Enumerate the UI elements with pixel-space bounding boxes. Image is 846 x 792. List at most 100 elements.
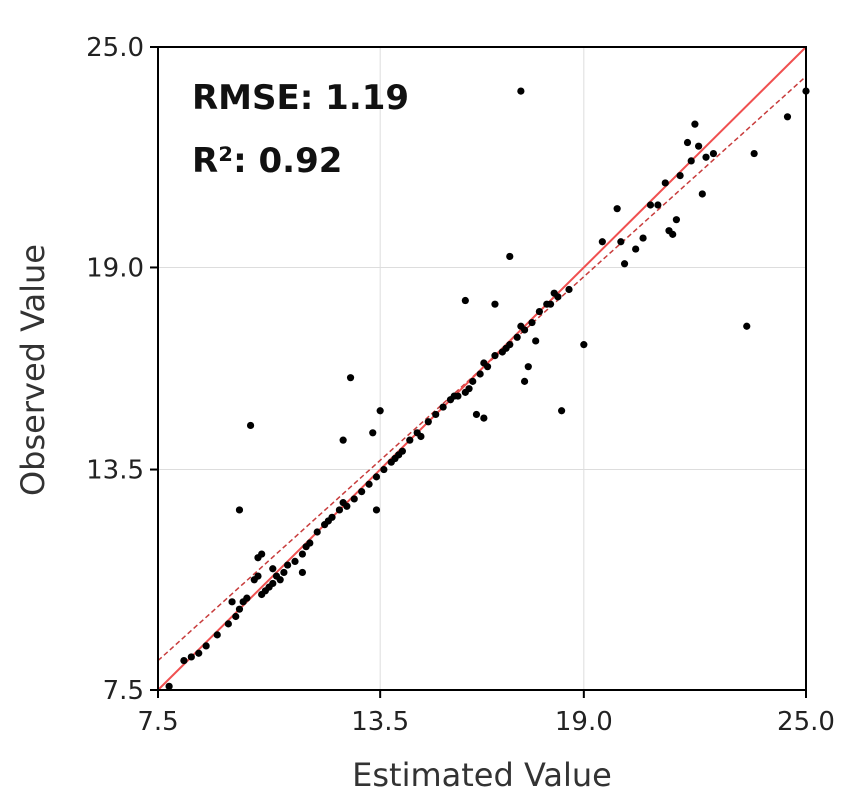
- y-tick-label: 19.0: [86, 253, 144, 283]
- data-point: [261, 587, 269, 595]
- data-point: [165, 682, 173, 690]
- data-point: [291, 557, 299, 566]
- reference-lines: [157, 46, 807, 691]
- data-point: [372, 506, 381, 514]
- data-point: [476, 370, 484, 378]
- data-point: [417, 432, 425, 441]
- data-point: [513, 333, 521, 341]
- data-point: [376, 407, 384, 415]
- data-point: [232, 612, 240, 621]
- y-tick-label: 7.5: [103, 676, 144, 706]
- data-point: [224, 620, 232, 628]
- data-point: [620, 260, 629, 268]
- data-point: [424, 418, 432, 426]
- data-point: [202, 642, 210, 650]
- data-point: [472, 410, 481, 419]
- data-point: [676, 172, 684, 180]
- x-tick-label: 19.0: [555, 707, 613, 737]
- data-point: [709, 149, 718, 158]
- data-point: [439, 403, 447, 411]
- y-tick-label: 13.5: [86, 456, 144, 486]
- data-point: [339, 436, 347, 444]
- data-point: [550, 289, 558, 297]
- data-point: [365, 480, 373, 488]
- data-point: [639, 234, 647, 242]
- data-point: [532, 337, 540, 345]
- data-point: [269, 565, 277, 573]
- x-tick-label: 13.5: [351, 707, 409, 737]
- data-point: [558, 407, 566, 415]
- data-point: [350, 495, 358, 503]
- rmse-annotation: RMSE: 1.19: [192, 78, 409, 118]
- data-point: [654, 201, 662, 209]
- data-point: [302, 543, 310, 551]
- data-point: [661, 179, 669, 187]
- identity-line: [157, 46, 807, 691]
- data-point: [269, 579, 277, 588]
- x-tick-label: 25.0: [777, 707, 835, 737]
- data-point: [254, 572, 262, 580]
- data-point: [369, 429, 377, 437]
- data-point: [517, 322, 525, 330]
- data-point: [372, 473, 381, 481]
- axis-ticks: 7.57.5 13.5 13.5 19.0 19.0 25.0 25.0: [86, 33, 835, 737]
- data-point: [669, 230, 677, 238]
- data-point: [395, 451, 403, 459]
- data-point: [324, 517, 332, 525]
- data-point: [358, 487, 366, 496]
- data-point: [187, 653, 195, 661]
- data-point: [465, 385, 473, 393]
- data-point: [313, 528, 321, 536]
- data-point: [469, 377, 477, 385]
- data-point: [432, 410, 440, 419]
- y-axis-label: Observed Value: [14, 244, 52, 496]
- data-point: [743, 322, 751, 330]
- data-point: [535, 307, 543, 316]
- data-point: [617, 238, 625, 246]
- data-point: [195, 649, 203, 657]
- data-points: [165, 87, 810, 690]
- plot-frame: [157, 46, 807, 691]
- data-point: [480, 359, 488, 367]
- data-point: [672, 216, 681, 224]
- data-point: [406, 436, 414, 444]
- data-point: [632, 245, 640, 253]
- data-point: [339, 499, 347, 507]
- data-point: [683, 138, 692, 147]
- y-tick-label: 25.0: [86, 33, 144, 63]
- data-point: [180, 657, 188, 665]
- r2-annotation: R²: 0.92: [192, 141, 342, 181]
- data-point: [335, 506, 344, 514]
- data-point: [461, 296, 469, 305]
- data-point: [298, 550, 307, 558]
- data-point: [284, 561, 292, 569]
- data-point: [450, 392, 458, 400]
- data-point: [380, 465, 388, 474]
- data-point: [520, 377, 529, 385]
- data-point: [687, 157, 695, 165]
- data-point: [491, 352, 499, 360]
- data-point: [480, 414, 488, 422]
- data-point: [506, 252, 514, 261]
- data-point: [228, 598, 236, 606]
- data-point: [517, 87, 525, 95]
- data-point: [387, 458, 395, 466]
- data-point: [783, 113, 792, 121]
- data-point: [524, 363, 532, 371]
- data-point: [646, 201, 655, 209]
- x-axis-label: Estimated Value: [352, 756, 612, 792]
- data-point: [695, 142, 703, 150]
- data-point: [698, 190, 706, 198]
- data-point: [491, 300, 499, 308]
- data-point: [235, 506, 244, 514]
- data-point: [246, 421, 255, 430]
- data-point: [565, 285, 573, 294]
- data-point: [691, 120, 699, 128]
- data-point: [502, 344, 510, 352]
- x-tick-label: 7.5: [137, 707, 178, 737]
- data-point: [280, 568, 288, 577]
- data-point: [235, 605, 244, 613]
- data-point: [702, 153, 710, 161]
- data-point: [243, 594, 251, 602]
